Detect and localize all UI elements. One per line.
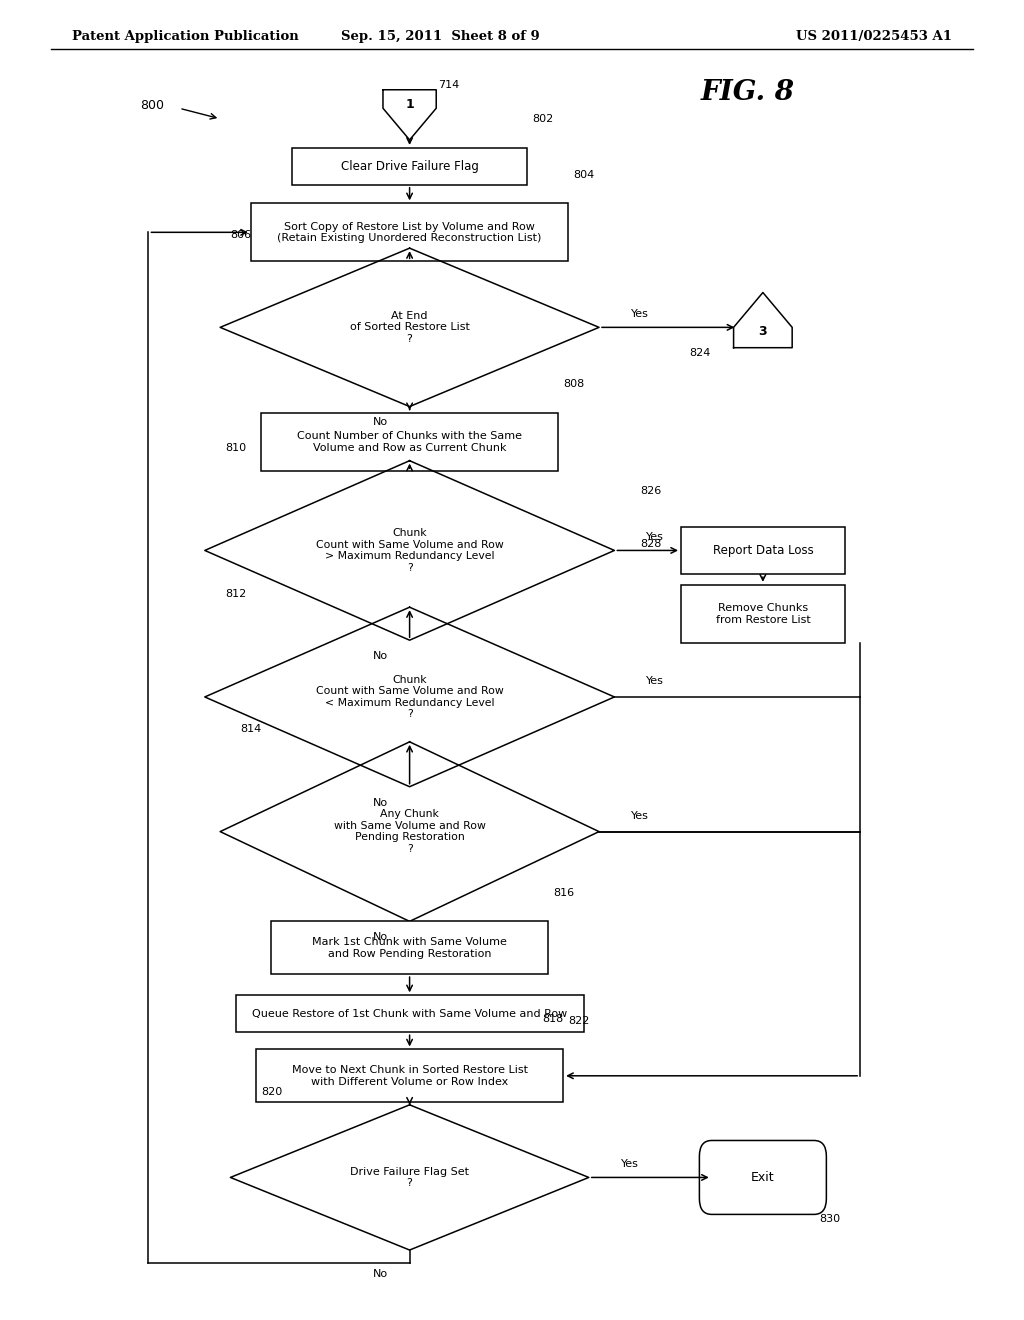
Text: Sep. 15, 2011  Sheet 8 of 9: Sep. 15, 2011 Sheet 8 of 9	[341, 30, 540, 44]
Text: Count Number of Chunks with the Same
Volume and Row as Current Chunk: Count Number of Chunks with the Same Vol…	[297, 432, 522, 453]
Text: Yes: Yes	[621, 1159, 639, 1170]
Text: Drive Failure Flag Set
?: Drive Failure Flag Set ?	[350, 1167, 469, 1188]
Text: Exit: Exit	[751, 1171, 775, 1184]
Text: Patent Application Publication: Patent Application Publication	[72, 30, 298, 44]
Text: Report Data Loss: Report Data Loss	[713, 544, 813, 557]
Text: 814: 814	[241, 723, 262, 734]
Text: 830: 830	[819, 1214, 841, 1225]
Text: No: No	[374, 932, 388, 942]
Text: 818: 818	[543, 1014, 564, 1024]
FancyBboxPatch shape	[271, 921, 548, 974]
FancyBboxPatch shape	[681, 585, 845, 643]
Text: 808: 808	[563, 379, 585, 389]
Text: US 2011/0225453 A1: US 2011/0225453 A1	[797, 30, 952, 44]
Text: 800: 800	[140, 99, 164, 112]
Text: Sort Copy of Restore List by Volume and Row
(Retain Existing Unordered Reconstru: Sort Copy of Restore List by Volume and …	[278, 222, 542, 243]
Text: Yes: Yes	[631, 309, 649, 319]
Text: 804: 804	[573, 169, 595, 180]
Polygon shape	[383, 90, 436, 140]
Text: 824: 824	[689, 347, 711, 358]
Text: No: No	[374, 651, 388, 661]
Text: 828: 828	[640, 539, 662, 549]
Text: 810: 810	[225, 442, 247, 453]
Text: Clear Drive Failure Flag: Clear Drive Failure Flag	[341, 160, 478, 173]
FancyBboxPatch shape	[251, 203, 568, 261]
Polygon shape	[733, 293, 793, 347]
Text: 806: 806	[230, 230, 252, 240]
Text: Mark 1st Chunk with Same Volume
and Row Pending Restoration: Mark 1st Chunk with Same Volume and Row …	[312, 937, 507, 958]
Text: 820: 820	[261, 1086, 283, 1097]
FancyBboxPatch shape	[292, 148, 527, 185]
Text: Queue Restore of 1st Chunk with Same Volume and Row: Queue Restore of 1st Chunk with Same Vol…	[252, 1008, 567, 1019]
FancyBboxPatch shape	[236, 995, 584, 1032]
Text: At End
of Sorted Restore List
?: At End of Sorted Restore List ?	[349, 310, 470, 345]
Text: 826: 826	[640, 486, 662, 496]
Text: FIG. 8: FIG. 8	[700, 79, 795, 106]
FancyBboxPatch shape	[681, 527, 845, 574]
Text: No: No	[374, 797, 388, 808]
FancyBboxPatch shape	[261, 413, 558, 471]
FancyBboxPatch shape	[699, 1140, 826, 1214]
Text: Chunk
Count with Same Volume and Row
< Maximum Redundancy Level
?: Chunk Count with Same Volume and Row < M…	[315, 675, 504, 719]
Text: No: No	[374, 417, 388, 428]
Text: Remove Chunks
from Restore List: Remove Chunks from Restore List	[716, 603, 810, 624]
Text: Yes: Yes	[646, 532, 665, 543]
Text: Any Chunk
with Same Volume and Row
Pending Restoration
?: Any Chunk with Same Volume and Row Pendi…	[334, 809, 485, 854]
Text: 1: 1	[406, 98, 414, 111]
Text: 812: 812	[225, 589, 247, 599]
Text: 3: 3	[759, 325, 767, 338]
Text: Chunk
Count with Same Volume and Row
> Maximum Redundancy Level
?: Chunk Count with Same Volume and Row > M…	[315, 528, 504, 573]
Text: 822: 822	[568, 1015, 590, 1026]
Text: Yes: Yes	[631, 810, 649, 821]
Text: 714: 714	[438, 79, 460, 90]
Text: 816: 816	[553, 887, 574, 898]
Text: Move to Next Chunk in Sorted Restore List
with Different Volume or Row Index: Move to Next Chunk in Sorted Restore Lis…	[292, 1065, 527, 1086]
Text: Yes: Yes	[646, 676, 665, 686]
FancyBboxPatch shape	[256, 1049, 563, 1102]
Text: No: No	[374, 1269, 388, 1279]
Text: 802: 802	[532, 114, 554, 124]
